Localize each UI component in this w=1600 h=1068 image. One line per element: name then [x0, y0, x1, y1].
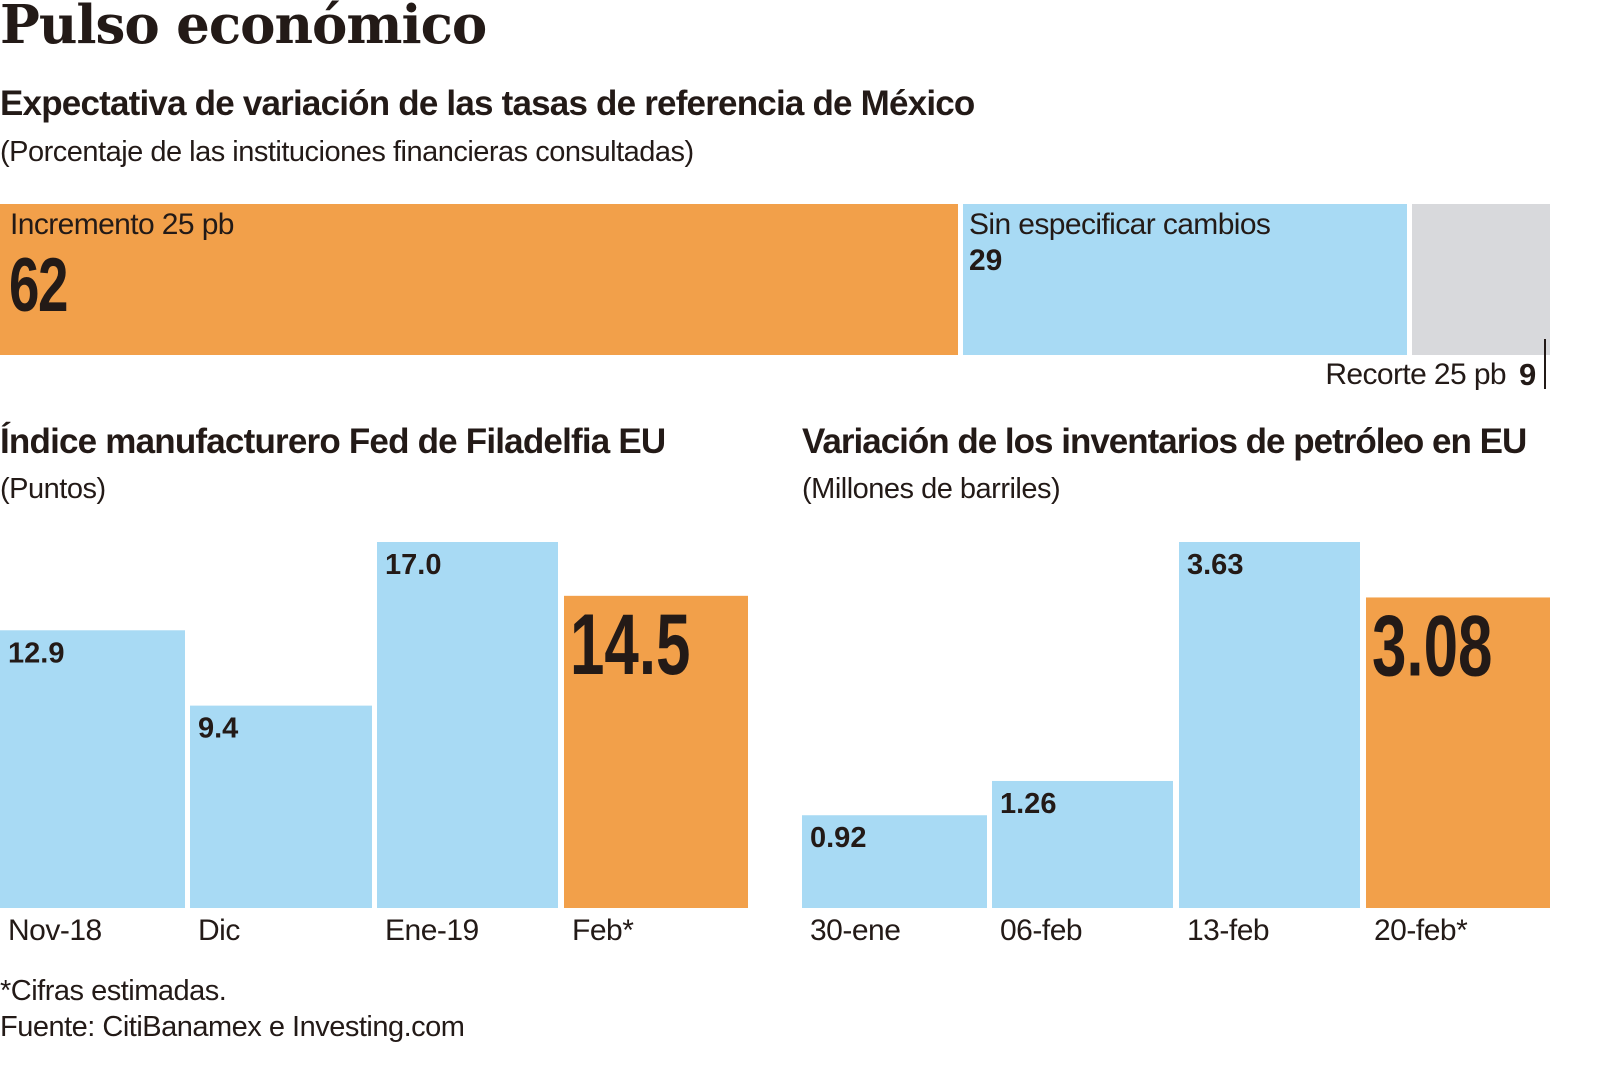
x-tick-label: 30-ene [810, 914, 900, 947]
segment-value: 29 [969, 244, 1003, 277]
x-tick-label: 06-feb [1000, 914, 1082, 947]
segment-value-recorte: 9 [1519, 357, 1537, 392]
x-tick-label: Ene-19 [385, 914, 479, 947]
oil-chart-unit: (Millones de barriles) [802, 473, 1061, 505]
source-note: Fuente: CitiBanamex e Investing.com [0, 1011, 465, 1043]
bar-value-label: 3.63 [1187, 549, 1243, 581]
segment-label: Sin especificar cambios [969, 208, 1271, 241]
segment-label: Incremento 25 pb [10, 208, 234, 241]
bar-20-feb [1366, 597, 1550, 908]
bar-dic [190, 705, 372, 908]
footnote: *Cifras estimadas. [0, 975, 227, 1007]
x-tick-label: 13-feb [1187, 914, 1269, 947]
bar-30-ene [802, 815, 987, 908]
segment-value: 62 [9, 243, 68, 328]
bar-ene-19 [377, 542, 558, 908]
rates-chart-unit: (Porcentaje de las instituciones financi… [0, 136, 694, 168]
x-tick-label: Feb* [572, 914, 634, 947]
bar-nov-18 [0, 630, 185, 908]
stacked-segment-sin-cambios: Sin especificar cambios 29 [963, 204, 1407, 355]
fed-bar-chart: 12.9 Nov-18 9.4 Dic 17.0 Ene-19 14.5 Feb* [0, 542, 748, 947]
x-tick-label: Nov-18 [8, 914, 102, 947]
main-title: Pulso económico [0, 0, 487, 56]
bar-value-label: 3.08 [1372, 597, 1493, 693]
fed-chart-title: Índice manufacturero Fed de Filadelfia E… [0, 422, 666, 461]
bar-06-feb [992, 780, 1173, 908]
bar-value-label: 0.92 [810, 822, 866, 854]
stacked-segment-incremento: Incremento 25 pb 62 [0, 204, 958, 355]
segment-label-recorte: Recorte 25 pb [1325, 358, 1506, 391]
x-tick-label: 20-feb* [1374, 914, 1468, 947]
bar-value-label: 1.26 [1000, 788, 1056, 820]
x-tick-label: Dic [198, 914, 240, 947]
bar-13-feb [1179, 542, 1360, 908]
leader-line [1544, 339, 1546, 389]
bar-value-label: 12.9 [8, 637, 64, 669]
bar-value-label: 17.0 [385, 549, 441, 581]
stacked-segment-recorte [1412, 204, 1550, 355]
oil-bar-chart: 0.92 30-ene 1.26 06-feb 3.63 13-feb 3.08 20-feb… [802, 542, 1550, 947]
rates-chart-title: Expectativa de variación de las tasas de… [0, 84, 975, 123]
bar-value-label: 9.4 [198, 713, 238, 745]
fed-chart-unit: (Puntos) [0, 473, 106, 505]
bar-feb [564, 595, 748, 908]
bar-value-label: 14.5 [570, 596, 691, 692]
oil-chart-title: Variación de los inventarios de petróleo… [802, 422, 1527, 461]
